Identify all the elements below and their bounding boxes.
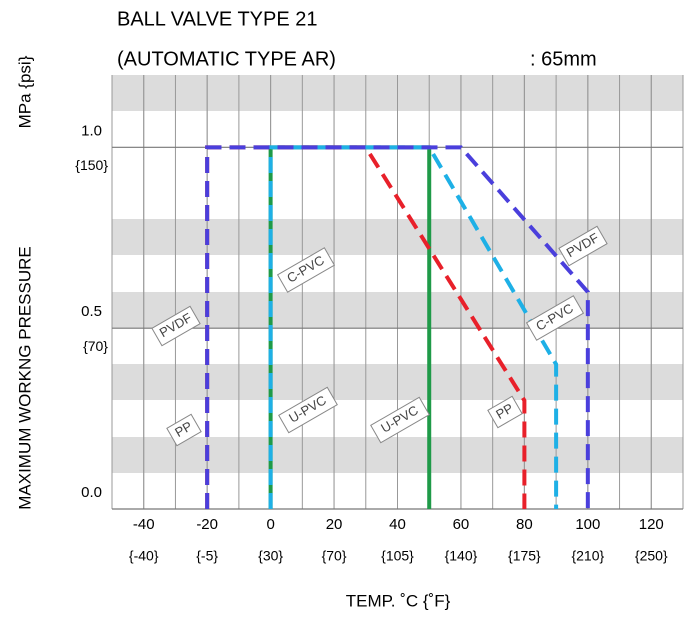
x-tick-label-f: {70} <box>322 548 347 564</box>
y-tick-label: 0.5 <box>81 303 102 320</box>
x-tick-label-f: {250} <box>635 548 668 564</box>
y-tick-label-psi: {70} <box>83 338 108 354</box>
x-tick-label-f: {140} <box>445 548 478 564</box>
x-tick-label: -40 <box>133 516 155 533</box>
y-tick-label: 1.0 <box>81 122 102 139</box>
x-tick-label-f: {-5} <box>196 548 218 564</box>
x-tick-label-f: {105} <box>381 548 414 564</box>
x-tick-label: -20 <box>196 516 218 533</box>
series-line <box>205 145 590 509</box>
x-tick-label: 40 <box>389 516 406 533</box>
x-tick-label-f: {175} <box>508 548 541 564</box>
annotation: PP <box>166 413 202 447</box>
x-tick-label-f: {210} <box>571 548 604 564</box>
lines <box>205 145 590 509</box>
x-tick-label: 0 <box>266 516 274 533</box>
x-tick-label-f: {-40} <box>129 548 159 564</box>
y-axis-label: MAXIMUM WORKNG PRESSURE <box>15 246 34 510</box>
x-tick-label: 20 <box>326 516 343 533</box>
y-unit-label: MPa {psi} <box>15 55 34 128</box>
annotation: U-PVC <box>370 396 430 444</box>
x-tick-label: 60 <box>453 516 470 533</box>
x-tick-label-f: {30} <box>258 548 283 564</box>
series-line <box>268 145 559 509</box>
x-axis-label: TEMP. ˚C {˚F} <box>346 591 451 610</box>
y-tick-label: 0.0 <box>81 484 102 501</box>
y-tick-label-psi: {150} <box>75 157 108 173</box>
chart-subtitle: (AUTOMATIC TYPE AR) <box>117 48 336 70</box>
x-tick-label: 80 <box>516 516 533 533</box>
x-tick-label: 120 <box>639 516 664 533</box>
annotation: PP <box>487 395 523 429</box>
size-label: : 65mm <box>530 48 597 70</box>
chart-title: BALL VALVE TYPE 21 <box>117 8 318 30</box>
x-tick-label: 100 <box>575 516 600 533</box>
